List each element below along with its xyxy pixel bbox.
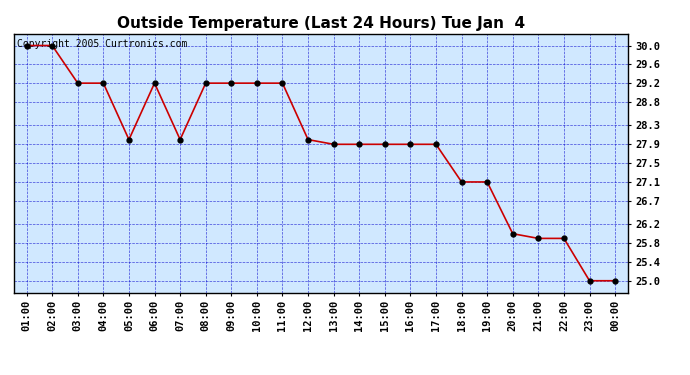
Text: Copyright 2005 Curtronics.com: Copyright 2005 Curtronics.com bbox=[17, 39, 187, 49]
Title: Outside Temperature (Last 24 Hours) Tue Jan  4: Outside Temperature (Last 24 Hours) Tue … bbox=[117, 16, 525, 31]
